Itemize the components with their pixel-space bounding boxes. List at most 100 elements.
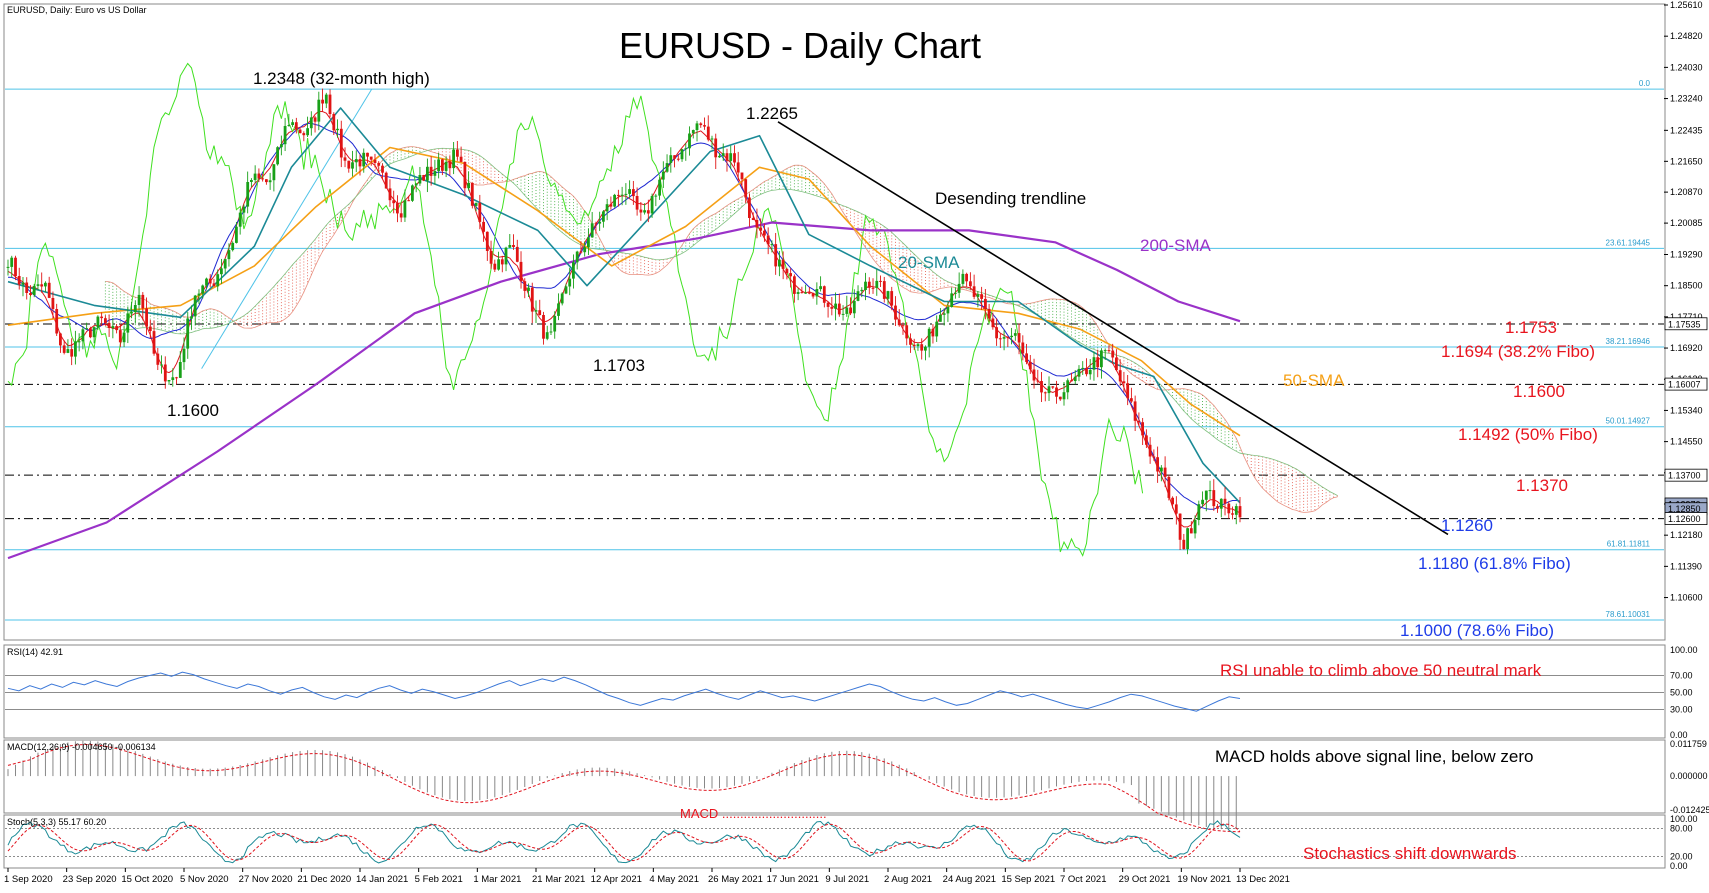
date-tick-label: 21 Mar 2021 — [532, 874, 585, 885]
candle-body — [504, 247, 508, 265]
price-tag-label: 1.13700 — [1668, 471, 1701, 481]
rsi-tick-label: 100.00 — [1670, 645, 1698, 655]
candle-body — [1160, 467, 1163, 472]
annotation-trendline: Desending trendline — [935, 189, 1086, 208]
candle-body — [478, 202, 482, 222]
candle-body — [751, 218, 755, 220]
candle-body — [167, 380, 171, 382]
candle-body — [849, 307, 852, 314]
candle-body — [909, 338, 912, 345]
candle-body — [369, 156, 373, 160]
candle-body — [32, 285, 36, 295]
candle-body — [163, 364, 167, 382]
stoch-note: Stochastics shift downwards — [1303, 844, 1517, 863]
candle-body — [40, 284, 44, 287]
candle-body — [920, 344, 924, 351]
candle-body — [448, 161, 452, 169]
candle-body — [699, 123, 703, 126]
candle-body — [736, 162, 740, 173]
stoch-tick-label: 80.00 — [1670, 823, 1693, 833]
candle-body — [407, 200, 411, 202]
candle-body — [980, 294, 983, 299]
stoch-d-line — [7, 823, 1241, 862]
candle-body — [257, 173, 261, 179]
candle-body — [474, 202, 478, 206]
price-levels — [5, 323, 1664, 520]
fibo-level-label: 78.61.10031 — [1606, 610, 1651, 619]
sma50-line — [7, 146, 1241, 437]
candle-body — [1021, 342, 1025, 354]
candle-body — [339, 128, 343, 158]
candle-body — [837, 303, 841, 315]
candle-body — [171, 377, 175, 380]
price-tick-label: 1.10600 — [1670, 593, 1703, 603]
candle-body — [1130, 398, 1133, 402]
candle-body — [890, 291, 894, 306]
candle-body — [111, 326, 115, 329]
candle-body — [283, 126, 287, 145]
macd-pane: 0.011759 0.000000 -0.012425 — [7, 739, 1709, 833]
candle-body — [714, 138, 718, 158]
candle-body — [242, 206, 246, 213]
candle-body — [452, 149, 455, 169]
candle-body — [676, 158, 680, 160]
candle-body — [1234, 506, 1238, 515]
candle-body — [1107, 350, 1111, 352]
candle-body — [939, 314, 942, 322]
candle-body — [508, 245, 512, 248]
date-tick-label: 17 Jun 2021 — [767, 874, 819, 885]
candle-body — [729, 153, 733, 161]
candle-body — [388, 188, 392, 201]
price-tick-label: 1.15340 — [1670, 405, 1703, 415]
candle-body — [21, 282, 25, 285]
candle-body — [133, 305, 137, 313]
date-tick-label: 26 May 2021 — [708, 874, 763, 885]
candle-body — [826, 302, 830, 307]
candle-body — [856, 291, 860, 301]
level-label-1694: 1.1694 (38.2% Fibo) — [1441, 342, 1595, 361]
candle-body — [456, 149, 459, 157]
candle-body — [617, 194, 620, 196]
candle-body — [864, 281, 867, 290]
candle-body — [1092, 357, 1096, 370]
candle-body — [770, 244, 774, 246]
candle-body — [519, 261, 523, 282]
candle-body — [373, 159, 377, 163]
candle-body — [231, 242, 235, 251]
candle-body — [152, 331, 156, 354]
rsi-tick-label: 50.00 — [1670, 688, 1693, 698]
candle-body — [886, 291, 890, 299]
level-label-1492: 1.1492 (50% Fibo) — [1458, 425, 1598, 444]
candle-body — [1013, 333, 1017, 336]
candle-body — [351, 162, 354, 169]
candle-body — [280, 144, 283, 148]
candle-body — [811, 293, 815, 297]
candle-body — [1223, 498, 1227, 504]
candle-body — [321, 99, 324, 104]
date-tick-label: 15 Sep 2021 — [1001, 874, 1055, 885]
candle-body — [703, 125, 706, 127]
candle-body — [871, 287, 875, 289]
candle-body — [137, 294, 141, 305]
date-tick-label: 29 Oct 2021 — [1119, 874, 1171, 885]
candle-body — [1227, 503, 1231, 514]
candle-body — [710, 138, 714, 140]
level-label-1000: 1.1000 (78.6% Fibo) — [1400, 621, 1554, 640]
candle-body — [691, 130, 695, 134]
candle-body — [1141, 422, 1144, 436]
candle-body — [530, 287, 534, 312]
candle-body — [44, 282, 47, 287]
candle-body — [1111, 350, 1115, 358]
candle-body — [927, 328, 931, 347]
annotation-low-1703: 1.1703 — [593, 356, 645, 375]
price-tick-label: 1.25610 — [1670, 0, 1703, 10]
candle-body — [324, 94, 328, 104]
candle-body — [984, 298, 987, 309]
price-tick-label: 1.12180 — [1670, 530, 1703, 540]
candle-body — [1204, 490, 1208, 500]
candle-body — [467, 182, 470, 189]
candle-body — [905, 325, 909, 339]
